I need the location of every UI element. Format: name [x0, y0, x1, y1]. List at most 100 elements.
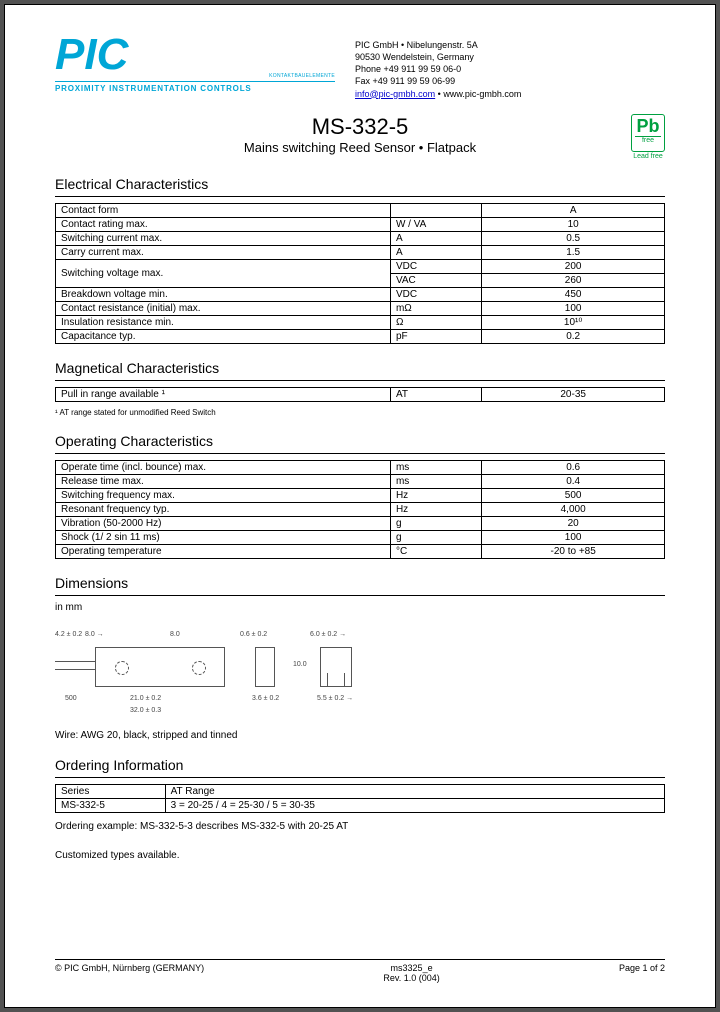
cell: Hz	[390, 502, 481, 516]
pb-free-text: free	[632, 137, 664, 144]
section-heading-magnetical: Magnetical Characteristics	[55, 360, 665, 376]
cell: Contact form	[56, 203, 391, 217]
cell: Breakdown voltage min.	[56, 287, 391, 301]
dimensions-drawing: 8.0 → 4.2 ± 0.2 8.0 21.0 ± 0.2 32.0 ± 0.…	[55, 617, 665, 722]
cell: 4,000	[482, 502, 665, 516]
cell: AT Range	[165, 784, 664, 798]
cell: mΩ	[390, 301, 481, 315]
operating-table: Operate time (incl. bounce) max.ms0.6 Re…	[55, 460, 665, 559]
cell: 200	[482, 259, 665, 273]
dim-label: 10.0	[293, 661, 307, 668]
leadfree-badge: Pb free	[631, 114, 665, 152]
page-footer: © PIC GmbH, Nürnberg (GERMANY) ms3325_e …	[55, 959, 665, 983]
electrical-table: Contact formA Contact rating max.W / VA1…	[55, 203, 665, 344]
cell: 3 = 20-25 / 4 = 25-30 / 5 = 30-35	[165, 798, 664, 812]
section-divider	[55, 777, 665, 778]
contact-line: Phone +49 911 99 59 06-0	[355, 63, 521, 75]
section-divider	[55, 453, 665, 454]
logo-subtitle: PROXIMITY INSTRUMENTATION CONTROLS	[55, 81, 335, 93]
wire-note: Wire: AWG 20, black, stripped and tinned	[55, 730, 665, 741]
cell: Vibration (50-2000 Hz)	[56, 516, 391, 530]
web-text: • www.pic-gmbh.com	[435, 89, 521, 99]
pb-symbol: Pb	[632, 117, 664, 135]
cell: 500	[482, 488, 665, 502]
cell: 0.5	[482, 231, 665, 245]
cell: 100	[482, 301, 665, 315]
dim-label: 3.6 ± 0.2	[252, 695, 279, 702]
section-heading-operating: Operating Characteristics	[55, 433, 665, 449]
cell: Release time max.	[56, 474, 391, 488]
title-block: MS-332-5 Mains switching Reed Sensor • F…	[89, 114, 631, 155]
cell: AT	[390, 387, 481, 401]
contact-line: 90530 Wendelstein, Germany	[355, 51, 521, 63]
cell: Carry current max.	[56, 245, 391, 259]
cell: Ω	[390, 315, 481, 329]
dim-label: 500	[65, 695, 77, 702]
cell: Insulation resistance min.	[56, 315, 391, 329]
logo-block: PIC KONTAKTBAUELEMENTE PROXIMITY INSTRUM…	[55, 35, 335, 100]
section-divider	[55, 380, 665, 381]
cell: Contact rating max.	[56, 217, 391, 231]
cell: Series	[56, 784, 166, 798]
cell: VDC	[390, 259, 481, 273]
cell: A	[390, 231, 481, 245]
cell: 260	[482, 273, 665, 287]
cell: 10¹⁰	[482, 315, 665, 329]
section-heading-electrical: Electrical Characteristics	[55, 176, 665, 192]
cell: Contact resistance (initial) max.	[56, 301, 391, 315]
section-heading-ordering: Ordering Information	[55, 757, 665, 773]
cell: Switching current max.	[56, 231, 391, 245]
cell: g	[390, 516, 481, 530]
section-divider	[55, 196, 665, 197]
cell: MS-332-5	[56, 798, 166, 812]
datasheet-page: PIC KONTAKTBAUELEMENTE PROXIMITY INSTRUM…	[4, 4, 716, 1008]
cell: Hz	[390, 488, 481, 502]
cell: VAC	[390, 273, 481, 287]
dim-label: 5.5 ± 0.2 →	[317, 695, 353, 702]
cell: Switching frequency max.	[56, 488, 391, 502]
cell: -20 to +85	[482, 544, 665, 558]
cell: 10	[482, 217, 665, 231]
magnetical-table: Pull in range available ¹AT20-35	[55, 387, 665, 402]
contact-line: PIC GmbH • Nibelungenstr. 5A	[355, 39, 521, 51]
section-divider	[55, 595, 665, 596]
cell: 100	[482, 530, 665, 544]
cell: g	[390, 530, 481, 544]
cell: Resonant frequency typ.	[56, 502, 391, 516]
dimensions-unit: in mm	[55, 602, 665, 613]
dim-label: 32.0 ± 0.3	[130, 707, 161, 714]
page-header: PIC KONTAKTBAUELEMENTE PROXIMITY INSTRUM…	[55, 35, 665, 100]
cell: 0.2	[482, 329, 665, 343]
cell: ms	[390, 460, 481, 474]
leadfree-caption: Lead free	[631, 153, 665, 160]
dim-label: 0.6 ± 0.2	[240, 631, 267, 638]
email-link[interactable]: info@pic-gmbh.com	[355, 89, 435, 99]
cell: VDC	[390, 287, 481, 301]
section-heading-dimensions: Dimensions	[55, 575, 665, 591]
cell	[390, 203, 481, 217]
dim-label: 21.0 ± 0.2	[130, 695, 161, 702]
cell: °C	[390, 544, 481, 558]
footer-docid: ms3325_e Rev. 1.0 (004)	[204, 963, 619, 983]
logo-main: PIC	[55, 35, 335, 75]
footer-page-count: Page 1 of 2	[619, 963, 665, 983]
footer-copyright: © PIC GmbH, Nürnberg (GERMANY)	[55, 963, 204, 983]
cell: pF	[390, 329, 481, 343]
cell: Shock (1/ 2 sin 11 ms)	[56, 530, 391, 544]
cell: Operate time (incl. bounce) max.	[56, 460, 391, 474]
cell: Operating temperature	[56, 544, 391, 558]
product-title: MS-332-5	[89, 114, 631, 140]
cell: Switching voltage max.	[56, 259, 391, 287]
cell: ms	[390, 474, 481, 488]
cell: 450	[482, 287, 665, 301]
cell: A	[482, 203, 665, 217]
cell: 20	[482, 516, 665, 530]
cell: 20-35	[482, 387, 665, 401]
cell: Pull in range available ¹	[56, 387, 391, 401]
title-row: MS-332-5 Mains switching Reed Sensor • F…	[55, 114, 665, 160]
ordering-table: SeriesAT Range MS-332-53 = 20-25 / 4 = 2…	[55, 784, 665, 813]
cell: 1.5	[482, 245, 665, 259]
dim-label: 8.0	[170, 631, 180, 638]
product-subtitle: Mains switching Reed Sensor • Flatpack	[89, 140, 631, 155]
dim-label: 4.2 ± 0.2	[55, 631, 82, 638]
